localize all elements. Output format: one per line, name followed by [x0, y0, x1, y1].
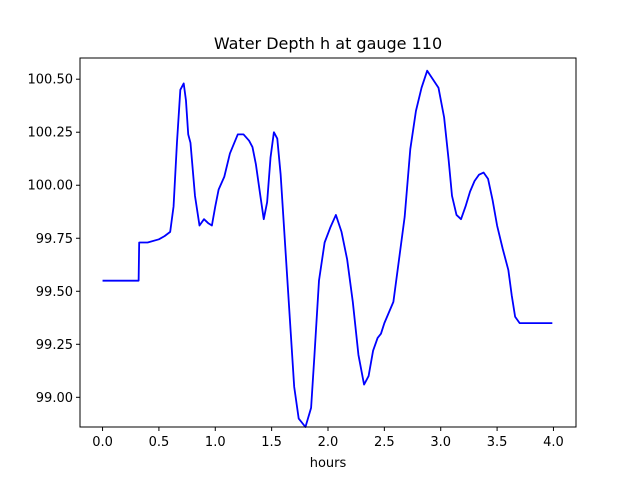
plot-area — [102, 69, 553, 428]
y-tick-label: 99.25 — [36, 338, 73, 353]
y-tick-label: 100.00 — [28, 179, 74, 194]
series-line — [102, 69, 553, 428]
y-tick-label: 100.50 — [28, 73, 74, 88]
x-tick-label: 3.0 — [430, 435, 451, 450]
x-tick-label: 3.5 — [487, 435, 508, 450]
x-tick-label: 0.0 — [92, 435, 113, 450]
y-tick-label: 99.50 — [36, 285, 73, 300]
chart-title: Water Depth h at gauge 110 — [214, 34, 442, 53]
y-tick-label: 99.75 — [36, 232, 73, 247]
x-tick-label: 1.0 — [205, 435, 226, 450]
x-tick-label: 2.5 — [374, 435, 395, 450]
x-axis: 0.0 0.5 1.0 1.5 2.0 2.5 3.0 3.5 4.0 — [92, 427, 564, 450]
x-tick-label: 1.5 — [261, 435, 282, 450]
y-tick-label: 99.00 — [36, 391, 73, 406]
x-tick-label: 4.0 — [543, 435, 564, 450]
x-axis-label: hours — [310, 456, 347, 471]
x-tick-label: 0.5 — [149, 435, 170, 450]
x-tick-label: 2.0 — [318, 435, 339, 450]
y-axis: 99.00 99.25 99.50 99.75 100.00 100.25 100.50 — [28, 73, 80, 406]
y-tick-label: 100.25 — [28, 126, 74, 141]
